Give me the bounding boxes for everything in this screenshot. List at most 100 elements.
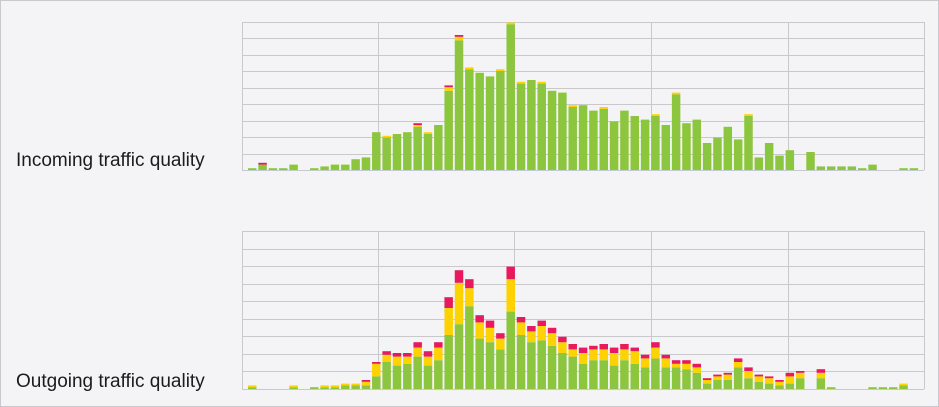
good-bar-segment bbox=[434, 360, 443, 389]
poor-bar-segment bbox=[599, 344, 608, 350]
poor-bar-segment bbox=[485, 320, 495, 328]
fair-bar-segment bbox=[444, 308, 453, 335]
good-bar-segment bbox=[599, 360, 608, 389]
fair-bar-segment bbox=[413, 125, 422, 127]
poor-bar-segment bbox=[795, 371, 805, 373]
outgoing-traffic-chart bbox=[242, 231, 925, 390]
good-bar-segment bbox=[806, 152, 815, 170]
poor-bar-segment bbox=[713, 374, 722, 377]
poor-bar-segment bbox=[816, 369, 826, 373]
good-bar-segment bbox=[289, 387, 298, 389]
poor-bar-segment bbox=[392, 353, 402, 357]
fair-bar-segment bbox=[289, 385, 298, 388]
fair-bar-segment bbox=[568, 105, 577, 107]
fair-bar-segment bbox=[682, 363, 691, 370]
poor-bar-segment bbox=[682, 360, 691, 364]
fair-bar-segment bbox=[764, 378, 774, 384]
good-bar-segment bbox=[671, 94, 681, 170]
fair-bar-segment bbox=[506, 22, 515, 25]
good-bar-segment bbox=[248, 387, 257, 389]
good-bar-segment bbox=[764, 143, 774, 170]
good-bar-segment bbox=[475, 72, 484, 170]
good-bar-segment bbox=[826, 387, 836, 389]
good-bar-segment bbox=[620, 110, 629, 170]
fair-bar-segment bbox=[496, 338, 505, 350]
fair-bar-segment bbox=[599, 349, 608, 361]
good-bar-segment bbox=[868, 387, 877, 389]
good-bar-segment bbox=[454, 324, 464, 389]
fair-bar-segment bbox=[516, 322, 526, 335]
poor-bar-segment bbox=[578, 347, 588, 353]
good-bar-segment bbox=[578, 105, 588, 170]
poor-bar-segment bbox=[733, 358, 743, 362]
fair-bar-segment bbox=[330, 385, 340, 388]
fair-bar-segment bbox=[671, 363, 681, 368]
fair-bar-segment bbox=[671, 92, 681, 95]
good-bar-segment bbox=[289, 164, 298, 170]
good-bar-segment bbox=[847, 166, 857, 170]
good-bar-segment bbox=[857, 168, 867, 170]
fair-bar-segment bbox=[320, 385, 329, 388]
fair-bar-segment bbox=[485, 327, 495, 343]
poor-bar-segment bbox=[403, 353, 412, 357]
incoming-chart-title: Incoming traffic quality bbox=[16, 150, 205, 171]
poor-bar-segment bbox=[723, 372, 733, 375]
good-bar-segment bbox=[351, 385, 360, 389]
poor-bar-segment bbox=[465, 279, 474, 289]
good-bar-segment bbox=[878, 387, 888, 389]
good-bar-segment bbox=[537, 340, 546, 389]
poor-bar-segment bbox=[423, 351, 433, 357]
fair-bar-segment bbox=[630, 351, 639, 364]
fair-bar-segment bbox=[795, 372, 805, 379]
fair-bar-segment bbox=[382, 354, 391, 362]
good-bar-segment bbox=[413, 356, 422, 389]
fair-bar-segment bbox=[454, 36, 464, 41]
good-bar-segment bbox=[454, 40, 464, 171]
good-bar-segment bbox=[341, 164, 350, 170]
fair-bar-segment bbox=[723, 374, 733, 380]
good-bar-segment bbox=[733, 367, 743, 389]
good-bar-segment bbox=[578, 363, 588, 389]
poor-bar-segment bbox=[382, 351, 391, 355]
fair-bar-segment bbox=[651, 114, 660, 116]
outgoing-chart-title: Outgoing traffic quality bbox=[16, 371, 205, 392]
good-bar-segment bbox=[723, 380, 733, 389]
fair-bar-segment bbox=[423, 132, 433, 134]
good-bar-segment bbox=[713, 380, 722, 389]
fair-bar-segment bbox=[434, 347, 443, 361]
good-bar-segment bbox=[816, 166, 826, 170]
good-bar-segment bbox=[382, 137, 391, 170]
fair-bar-segment bbox=[692, 367, 702, 373]
poor-bar-segment bbox=[444, 297, 453, 308]
poor-bar-segment bbox=[630, 347, 639, 352]
good-bar-segment bbox=[568, 356, 577, 389]
poor-bar-segment bbox=[609, 347, 619, 353]
good-bar-segment bbox=[630, 116, 639, 170]
fair-bar-segment bbox=[372, 363, 381, 377]
fair-bar-segment bbox=[589, 349, 598, 361]
poor-bar-segment bbox=[744, 367, 753, 371]
poor-bar-segment bbox=[258, 162, 267, 165]
good-bar-segment bbox=[248, 168, 257, 170]
good-bar-segment bbox=[713, 137, 722, 170]
good-bar-segment bbox=[506, 311, 515, 389]
good-bar-segment bbox=[733, 139, 743, 170]
good-bar-segment bbox=[403, 363, 412, 389]
good-bar-segment bbox=[837, 166, 846, 170]
good-bar-segment bbox=[640, 367, 650, 389]
fair-bar-segment bbox=[651, 347, 660, 359]
good-bar-segment bbox=[465, 306, 474, 389]
good-bar-segment bbox=[516, 83, 526, 170]
fair-bar-segment bbox=[640, 358, 650, 368]
good-bar-segment bbox=[341, 385, 350, 389]
good-bar-segment bbox=[330, 387, 340, 389]
good-bar-segment bbox=[320, 387, 329, 389]
good-bar-segment bbox=[630, 363, 639, 389]
poor-bar-segment bbox=[785, 372, 795, 377]
good-bar-segment bbox=[413, 126, 422, 170]
good-bar-segment bbox=[609, 365, 619, 389]
good-bar-segment bbox=[775, 385, 784, 389]
good-bar-segment bbox=[382, 362, 391, 389]
fair-bar-segment bbox=[465, 288, 474, 307]
